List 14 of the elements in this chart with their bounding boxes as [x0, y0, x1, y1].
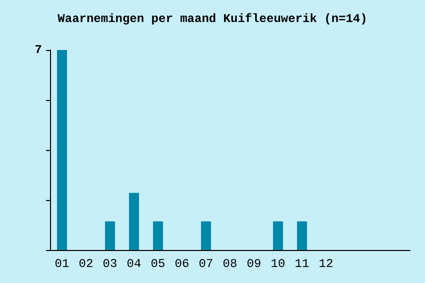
- x-tick-label: 04: [126, 257, 142, 271]
- x-tick-label: 08: [222, 257, 238, 271]
- x-tick-label: 03: [102, 257, 118, 271]
- x-tick-label: 05: [150, 257, 166, 271]
- chart-title: Waarnemingen per maand Kuifleeuwerik (n=14): [58, 12, 368, 26]
- x-tick-label: 06: [174, 257, 190, 271]
- x-tick-label: 12: [318, 257, 334, 271]
- y-tick-label: 7: [34, 43, 42, 57]
- x-tick-label: 07: [198, 257, 214, 271]
- x-tick-label: 02: [78, 257, 94, 271]
- x-tick-label: 09: [246, 257, 262, 271]
- x-tick-label: 10: [270, 257, 286, 271]
- x-tick-label: 01: [54, 257, 70, 271]
- x-tick-label: 11: [294, 257, 310, 271]
